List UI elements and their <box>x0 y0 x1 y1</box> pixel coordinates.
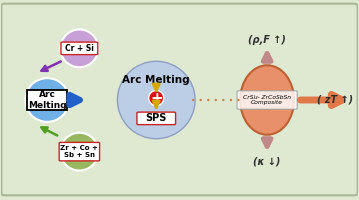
Ellipse shape <box>230 99 232 101</box>
Text: (ρ,F ↑): (ρ,F ↑) <box>248 35 286 45</box>
Ellipse shape <box>117 61 195 139</box>
FancyBboxPatch shape <box>61 42 98 55</box>
Ellipse shape <box>192 99 194 101</box>
Ellipse shape <box>215 99 217 101</box>
FancyBboxPatch shape <box>237 91 297 109</box>
Text: Arc
Melting: Arc Melting <box>28 90 66 110</box>
FancyBboxPatch shape <box>1 4 358 195</box>
Ellipse shape <box>60 29 98 67</box>
Ellipse shape <box>222 99 224 101</box>
Ellipse shape <box>207 99 209 101</box>
Text: (κ ↓): (κ ↓) <box>253 157 281 167</box>
Text: Zr + Co +
Sb + Sn: Zr + Co + Sb + Sn <box>60 145 98 158</box>
Ellipse shape <box>200 99 202 101</box>
Text: +: + <box>150 91 163 106</box>
Ellipse shape <box>60 133 98 171</box>
Text: CrSi₂- ZrCoSbSn
Composite: CrSi₂- ZrCoSbSn Composite <box>243 95 291 105</box>
Ellipse shape <box>237 99 239 101</box>
Text: SPS: SPS <box>145 113 167 123</box>
Text: Arc Melting: Arc Melting <box>122 75 190 85</box>
Ellipse shape <box>25 78 69 122</box>
FancyBboxPatch shape <box>59 142 99 161</box>
FancyBboxPatch shape <box>137 112 176 125</box>
Ellipse shape <box>149 90 164 106</box>
Text: Cr + Si: Cr + Si <box>65 44 94 53</box>
Text: ( zT ↑): ( zT ↑) <box>317 95 353 105</box>
FancyBboxPatch shape <box>27 90 67 110</box>
Ellipse shape <box>240 65 294 135</box>
